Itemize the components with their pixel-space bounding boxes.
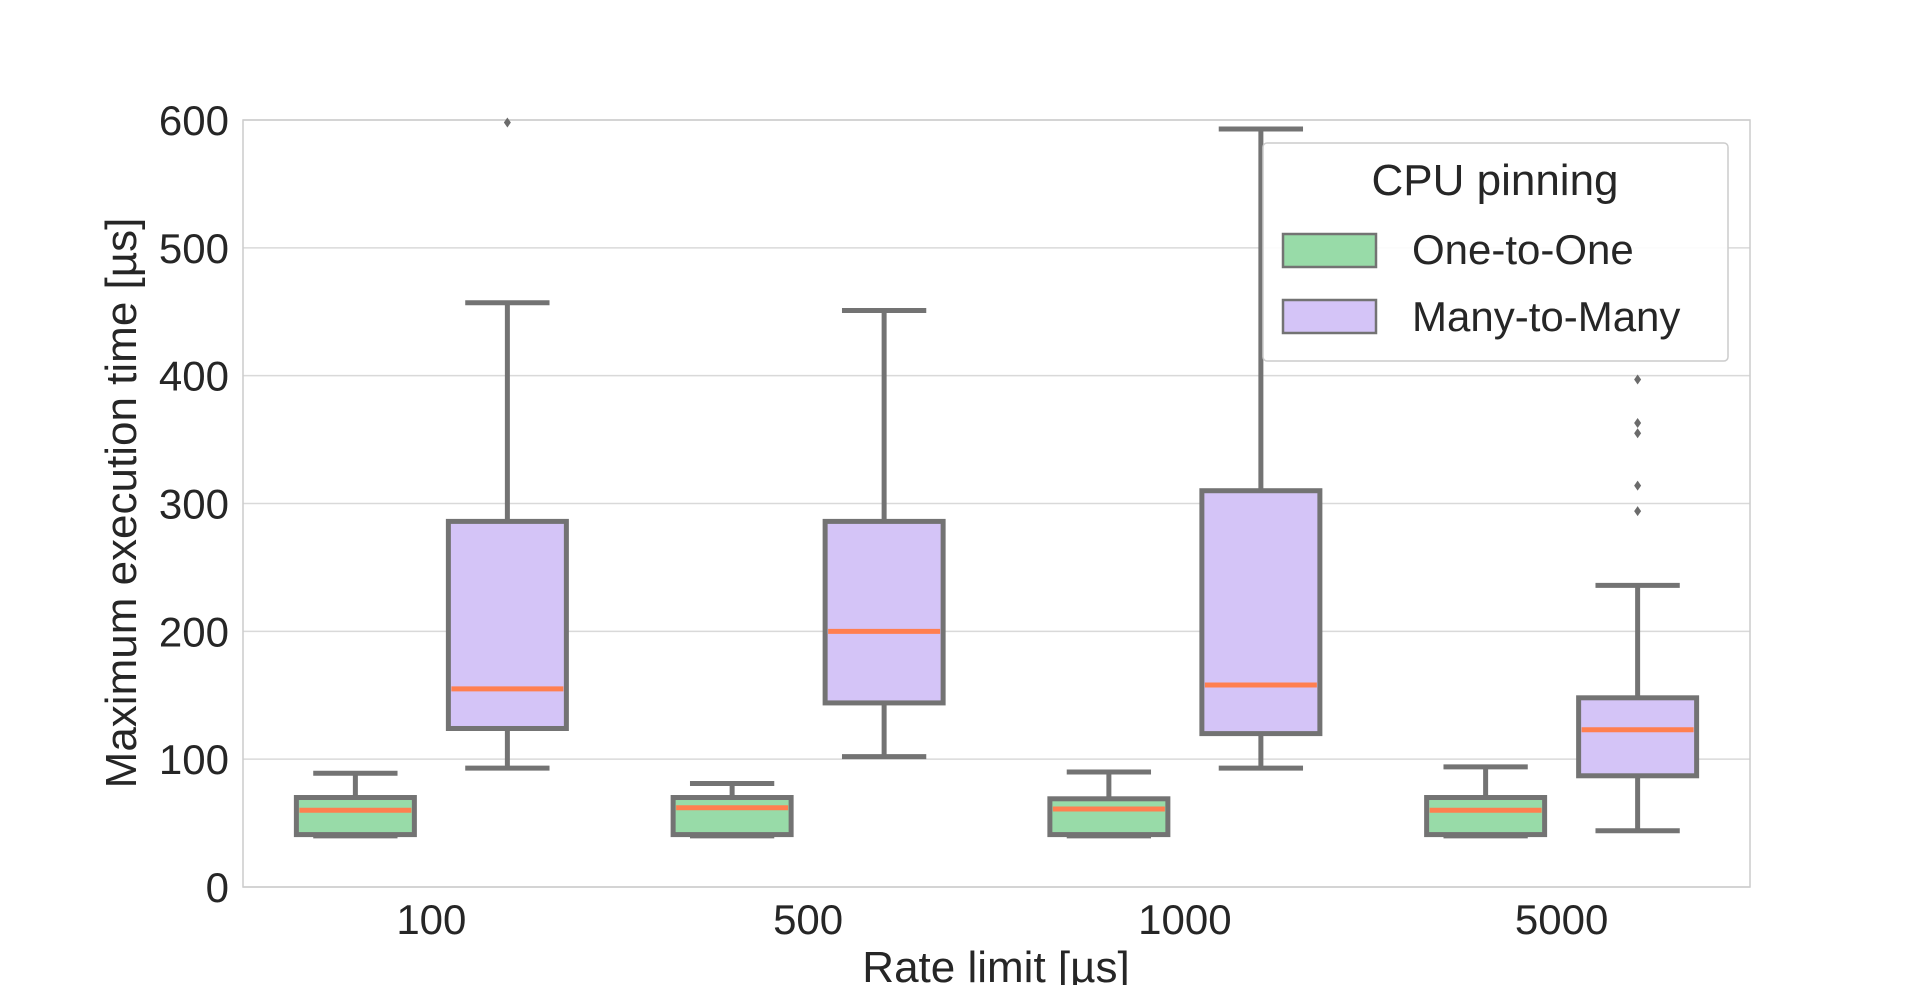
y-tick-label: 300	[159, 481, 229, 528]
x-tick-label: 5000	[1515, 896, 1608, 943]
x-axis-label: Rate limit [µs]	[862, 943, 1129, 985]
y-tick-label: 200	[159, 608, 229, 655]
outlier-point	[1634, 374, 1642, 385]
box-iqr	[822, 518, 946, 706]
y-tick-label: 0	[206, 864, 229, 911]
box-one-to-one-5000	[1424, 764, 1548, 839]
box-one-to-one-500	[670, 780, 794, 839]
box-iqr	[1576, 695, 1700, 779]
legend-label-one-to-one: One-to-One	[1412, 226, 1634, 273]
box-many-to-many-5000	[1576, 374, 1700, 834]
box-iqr	[293, 795, 417, 838]
box-iqr	[670, 795, 794, 838]
legend-swatch-many-to-many	[1281, 298, 1378, 335]
box-iqr	[1047, 796, 1171, 838]
box-iqr	[445, 518, 569, 731]
y-tick-labels: 0 100 200 300 400 500 600	[159, 97, 229, 911]
y-tick-label: 400	[159, 353, 229, 400]
boxes-group	[293, 117, 1700, 839]
legend-label-many-to-many: Many-to-Many	[1412, 293, 1680, 340]
x-tick-label: 100	[396, 896, 466, 943]
y-tick-label: 500	[159, 225, 229, 272]
box-many-to-many-100	[445, 117, 569, 771]
box-iqr	[1199, 488, 1323, 737]
x-tick-label: 1000	[1138, 896, 1231, 943]
legend-frame	[1262, 142, 1729, 362]
plot-frame	[242, 119, 1751, 888]
box-iqr	[1424, 795, 1548, 838]
legend-swatch-one-to-one	[1281, 232, 1378, 269]
y-axis-label: Maximum execution time [µs]	[97, 218, 146, 789]
y-tick-label: 100	[159, 736, 229, 783]
outlier-point	[1634, 506, 1642, 517]
outlier-point	[1634, 428, 1642, 439]
outlier-point	[503, 117, 511, 128]
outlier-point	[1634, 417, 1642, 428]
outlier-point	[1634, 480, 1642, 491]
x-tick-labels: 100 500 1000 5000	[396, 896, 1608, 943]
y-tick-label: 600	[159, 97, 229, 144]
box-one-to-one-1000	[1047, 769, 1171, 839]
box-one-to-one-100	[293, 770, 417, 839]
legend: CPU pinning One-to-One Many-to-Many	[1262, 142, 1729, 362]
box-many-to-many-500	[822, 307, 946, 760]
legend-title: CPU pinning	[1371, 156, 1618, 205]
x-tick-label: 500	[773, 896, 843, 943]
box-many-to-many-1000	[1199, 126, 1323, 771]
